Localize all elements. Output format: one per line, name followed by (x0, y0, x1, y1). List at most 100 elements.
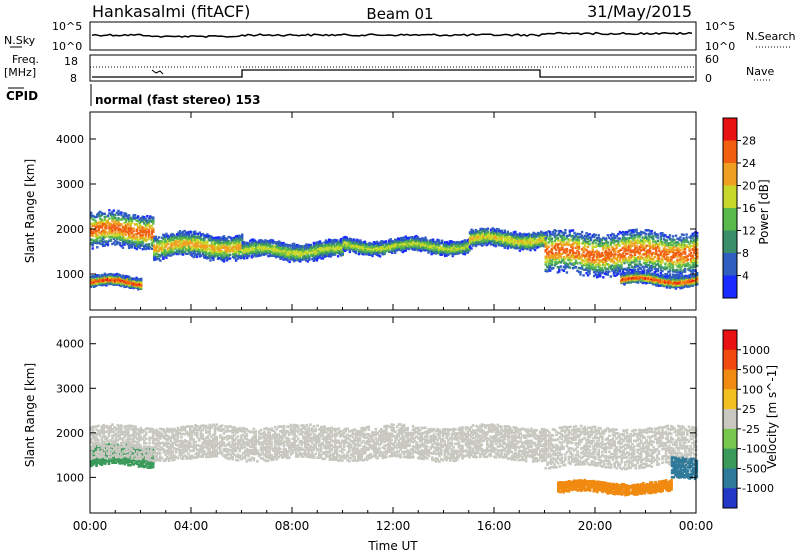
power-cell (515, 237, 519, 240)
power-cell (103, 229, 106, 232)
power-cell (323, 246, 326, 249)
power-cell (198, 235, 201, 239)
power-cell (599, 269, 602, 272)
nsky-trace (91, 31, 693, 38)
power-cell (448, 242, 451, 245)
power-cell (445, 250, 448, 253)
power-cell (582, 241, 585, 245)
power-cell (430, 238, 433, 242)
power-cell (197, 235, 200, 238)
power-cell (250, 246, 253, 249)
power-cell (448, 250, 451, 254)
power-cell (94, 222, 97, 225)
freq-tick-low: 8 (70, 72, 77, 85)
power-cell (123, 240, 126, 243)
power-cell (340, 240, 343, 243)
power-cell (600, 269, 603, 272)
power-cell (538, 235, 541, 238)
power-cell (315, 253, 319, 256)
power-cell (599, 260, 602, 264)
power-cell (288, 252, 291, 255)
power-cell (573, 262, 576, 265)
power-cell (549, 234, 552, 238)
power-cell (447, 253, 450, 256)
power-cell (431, 238, 435, 241)
power-cell (246, 241, 249, 245)
power-cell (552, 252, 555, 255)
power-cell (286, 244, 290, 247)
power-cell (140, 236, 143, 240)
power-cell (488, 237, 491, 240)
power-cell (580, 230, 584, 234)
power-cell (302, 255, 305, 258)
power-cell (216, 244, 220, 248)
power-cell (115, 283, 119, 286)
power-cell (91, 222, 94, 226)
power-cell (633, 239, 637, 242)
power-cell (225, 242, 229, 245)
power-cell (546, 235, 549, 239)
power-cell (629, 229, 632, 232)
power-cell (105, 219, 108, 222)
power-cell (114, 279, 117, 282)
power-cell (300, 248, 303, 251)
power-cell (597, 244, 600, 247)
power-cell (156, 243, 159, 246)
power-cell (172, 242, 176, 246)
power-cell (127, 241, 131, 244)
power-cell (191, 253, 194, 256)
power-cell (573, 231, 576, 235)
power-cell (321, 253, 325, 256)
power-cell (149, 216, 152, 220)
power-cell (115, 211, 119, 214)
power-cell (633, 260, 637, 263)
power-cell (514, 247, 517, 250)
power-cell (602, 261, 605, 265)
power-cell (168, 239, 171, 243)
power-cell (300, 254, 303, 257)
power-cell (146, 246, 149, 249)
power-cell (121, 216, 125, 219)
power-cell (270, 251, 273, 254)
power-cell (649, 256, 652, 260)
power-cell (638, 262, 641, 266)
power-cell (279, 245, 282, 249)
power-cell (544, 257, 547, 260)
power-cell (627, 256, 631, 259)
power-cell (288, 244, 291, 247)
power-cell (329, 254, 332, 257)
power-cell (617, 255, 620, 259)
power-cell (602, 248, 605, 251)
power-cell (583, 268, 587, 271)
power-cell (517, 237, 520, 241)
power-cell (96, 240, 99, 243)
power-cell (323, 253, 326, 256)
power-cell (549, 237, 552, 240)
power-cell (558, 260, 561, 264)
power-cell (540, 230, 543, 234)
power-cell (555, 230, 558, 233)
power-cell (589, 251, 593, 254)
power-cell (633, 263, 637, 266)
power-cell (283, 254, 287, 258)
power-cell (392, 243, 395, 247)
power-cell (633, 229, 637, 232)
power-cell (372, 243, 376, 246)
power-cell (189, 235, 192, 239)
power-cell (395, 247, 398, 251)
power-cell (262, 252, 266, 255)
power-cell (329, 250, 332, 253)
power-cell (552, 254, 555, 258)
power-cell (514, 239, 517, 242)
power-cell (486, 234, 490, 238)
power-cell (138, 221, 141, 224)
power-cell (150, 238, 153, 242)
power-cell (323, 249, 326, 252)
power-cell (171, 253, 174, 256)
power-cell (327, 248, 331, 251)
power-cell (547, 259, 550, 263)
power-cell (505, 234, 508, 238)
power-cell (517, 242, 520, 245)
power-cell (547, 253, 550, 256)
power-cell (246, 256, 249, 260)
